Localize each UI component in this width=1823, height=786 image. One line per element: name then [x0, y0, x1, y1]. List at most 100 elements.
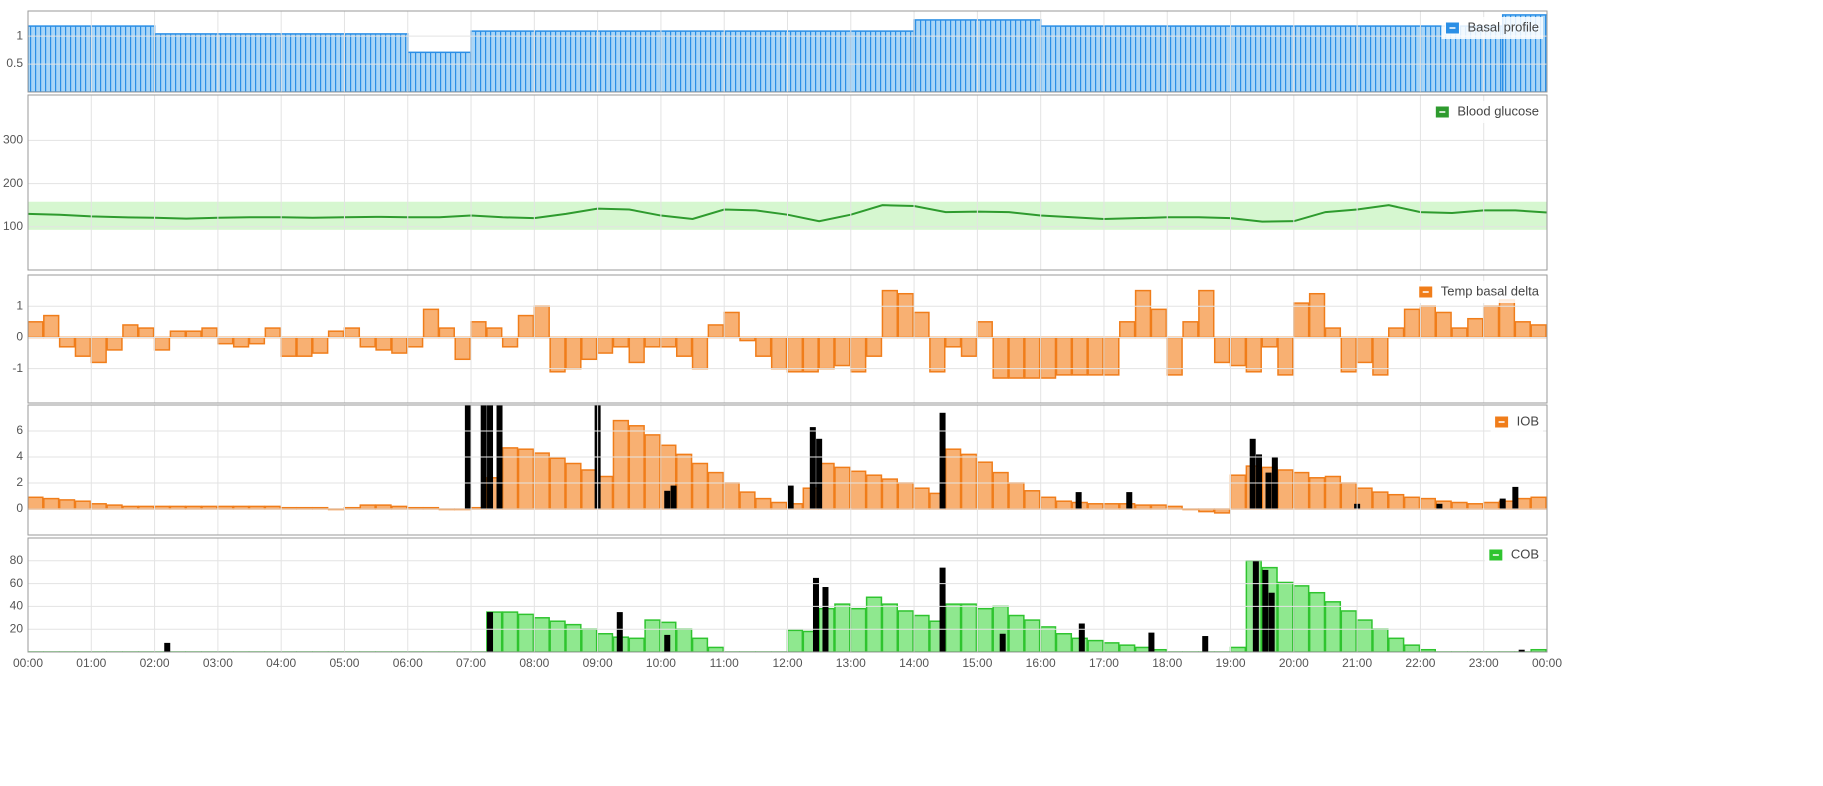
- bar: [1229, 336, 1247, 367]
- bar: [1213, 336, 1231, 364]
- bar: [1356, 619, 1373, 652]
- y-tick-label: 0: [16, 330, 23, 344]
- bar: [517, 314, 535, 339]
- bar: [1324, 475, 1342, 510]
- bolus-bar: [664, 490, 671, 509]
- bar: [675, 336, 693, 357]
- bar: [1261, 336, 1278, 348]
- bar: [1134, 504, 1152, 510]
- bar: [628, 637, 645, 652]
- bar: [1372, 336, 1389, 376]
- panel-frame: [27, 10, 1548, 93]
- bar: [960, 453, 978, 510]
- panel-frame: [27, 537, 1548, 653]
- bar: [992, 336, 1009, 379]
- x-tick-label: 12:00: [772, 656, 802, 670]
- bolus-bar: [1075, 492, 1082, 509]
- bar: [707, 324, 724, 339]
- bar: [1388, 493, 1405, 510]
- bar: [375, 336, 392, 351]
- bar: [707, 471, 724, 510]
- x-tick-label: 14:00: [899, 656, 929, 670]
- bar: [1467, 503, 1484, 510]
- panel: 20 40 60 80 COB 00:00 01:00 02:00 03:00 04:00 05:0…: [10, 537, 1562, 670]
- bar: [422, 308, 440, 339]
- bar: [43, 314, 60, 339]
- bolus-bar: [1512, 486, 1519, 509]
- bar: [1024, 619, 1041, 652]
- x-tick-label: 13:00: [836, 656, 866, 670]
- bolus-bar: [999, 633, 1006, 652]
- basal-segment: [470, 30, 915, 92]
- bar: [501, 336, 519, 348]
- y-tick-label: -1: [12, 361, 23, 375]
- x-tick-label: 23:00: [1469, 656, 1499, 670]
- bar: [1340, 336, 1357, 373]
- bar: [691, 637, 709, 652]
- bar: [944, 448, 962, 510]
- panel-frame: [27, 94, 1548, 271]
- panel: -1 0 1 Temp basal delta: [12, 274, 1548, 404]
- legend-bg: [1431, 101, 1543, 123]
- bar: [232, 336, 250, 348]
- bar: [707, 646, 724, 652]
- bolus-bar: [664, 634, 671, 652]
- bar: [881, 289, 899, 339]
- bar: [1245, 336, 1262, 373]
- bar: [865, 596, 883, 652]
- x-tick-label: 19:00: [1216, 656, 1246, 670]
- bar: [43, 497, 60, 510]
- bar: [1277, 336, 1294, 376]
- bar: [1277, 581, 1294, 652]
- x-tick-label: 16:00: [1026, 656, 1056, 670]
- bar: [675, 628, 693, 652]
- x-tick-label: 09:00: [583, 656, 613, 670]
- bar: [581, 469, 598, 510]
- legend-label: IOB: [1517, 413, 1539, 428]
- bar: [755, 497, 772, 510]
- bolus-bar: [939, 412, 946, 509]
- bar: [1482, 305, 1500, 339]
- bar: [1103, 503, 1120, 510]
- bar: [660, 336, 677, 348]
- legend-label: Basal profile: [1467, 19, 1539, 34]
- bar: [1150, 308, 1168, 339]
- bar: [1198, 289, 1215, 339]
- x-tick-label: 22:00: [1405, 656, 1435, 670]
- x-tick-label: 01:00: [76, 656, 106, 670]
- bar: [944, 603, 962, 652]
- bar: [517, 613, 535, 652]
- bar: [913, 311, 930, 339]
- bar: [770, 336, 788, 370]
- bar: [517, 448, 535, 510]
- bar: [881, 478, 899, 510]
- bar: [201, 327, 218, 339]
- bar: [612, 336, 630, 348]
- bar: [1103, 642, 1120, 652]
- bar: [850, 607, 867, 652]
- bar: [628, 336, 645, 364]
- x-tick-label: 02:00: [140, 656, 170, 670]
- y-tick-label: 6: [16, 423, 23, 437]
- bar: [1308, 477, 1326, 510]
- bar: [1419, 305, 1436, 339]
- bar: [1055, 336, 1073, 376]
- bolus-bar: [1436, 503, 1443, 509]
- bar: [549, 620, 566, 652]
- bar: [596, 336, 614, 354]
- bar: [296, 336, 313, 357]
- panel-frame: [27, 404, 1548, 536]
- bar: [217, 336, 234, 345]
- bar: [312, 336, 329, 354]
- x-tick-label: 21:00: [1342, 656, 1372, 670]
- bolus-bar: [1078, 623, 1085, 652]
- bar: [976, 321, 993, 339]
- bar: [106, 504, 123, 510]
- bolus-bar: [1256, 454, 1263, 509]
- bar: [976, 461, 993, 510]
- bar: [755, 336, 772, 357]
- bolus-bar: [1518, 649, 1525, 652]
- bar: [1340, 482, 1357, 510]
- bar: [470, 321, 487, 339]
